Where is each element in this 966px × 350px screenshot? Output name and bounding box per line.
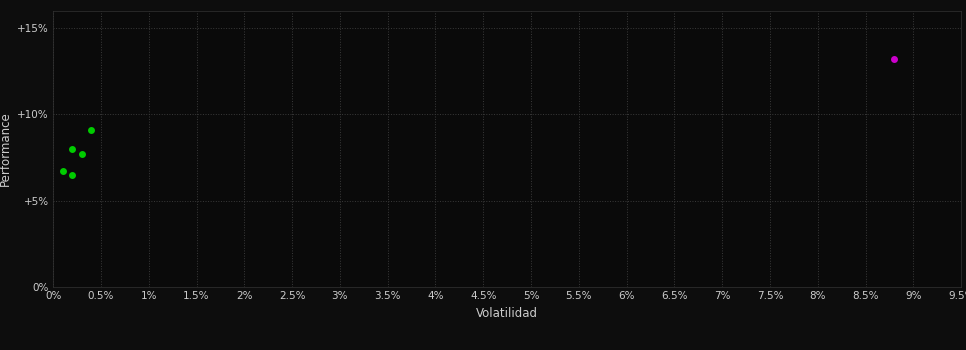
Point: [84, 127, 99, 133]
Point: [55, 168, 71, 174]
Point: [74, 151, 90, 157]
Point: [65, 172, 80, 177]
X-axis label: Volatilidad: Volatilidad: [476, 307, 538, 320]
Y-axis label: Performance: Performance: [0, 111, 12, 186]
Point: [887, 56, 902, 62]
Point: [65, 146, 80, 152]
